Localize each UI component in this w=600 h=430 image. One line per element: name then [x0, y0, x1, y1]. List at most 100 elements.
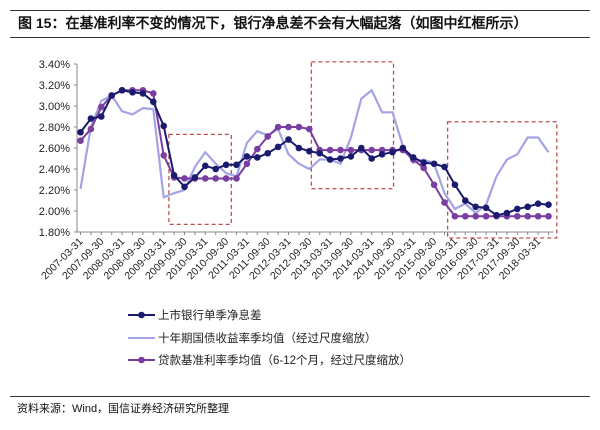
data-point-loan	[514, 212, 521, 220]
data-point-nim	[77, 128, 84, 136]
data-point-nim	[233, 161, 240, 169]
data-point-loan	[482, 212, 490, 220]
data-point-loan	[451, 212, 459, 220]
data-point-nim	[410, 154, 417, 161]
data-point-loan	[181, 175, 188, 182]
data-point-nim	[212, 165, 219, 173]
data-point-loan	[233, 175, 240, 182]
y-tick-label: 1.80%	[39, 227, 70, 239]
data-point-nim	[274, 143, 282, 151]
data-point-nim	[129, 89, 136, 96]
data-point-nim	[472, 203, 480, 211]
data-point-nim	[420, 159, 428, 166]
data-point-nim	[170, 172, 178, 179]
figure-title: 图 15：在基准利率不变的情况下，银行净息差不会有大幅起落（如图中红框所示）	[18, 15, 528, 31]
data-point-nim	[337, 155, 344, 162]
data-point-nim	[150, 98, 157, 106]
data-point-loan	[545, 212, 552, 220]
data-point-nim	[202, 162, 209, 170]
source-note: 资料来源：Wind，国信证券经济研究所整理	[17, 403, 230, 415]
data-point-nim	[253, 154, 261, 161]
data-point-nim	[514, 205, 521, 213]
data-point-nim	[98, 113, 105, 120]
data-point-loan	[160, 152, 167, 159]
data-point-nim	[326, 156, 334, 163]
data-point-loan	[420, 164, 428, 172]
data-point-loan	[98, 103, 105, 111]
series-line-loan	[79, 89, 549, 218]
data-point-loan	[472, 212, 480, 220]
data-point-nim	[534, 200, 542, 207]
data-point-loan	[212, 175, 219, 182]
data-point-nim	[503, 209, 511, 217]
data-point-nim	[399, 144, 407, 152]
data-point-loan	[430, 181, 438, 189]
series-bond	[79, 88, 550, 215]
data-point-loan	[295, 123, 303, 131]
data-point-nim	[358, 144, 365, 152]
data-point-nim	[347, 153, 355, 160]
data-point-nim	[181, 183, 188, 191]
title-rule	[10, 37, 590, 38]
source-rule	[10, 396, 590, 397]
line-chart: 1.80% 2.00% 2.20% 2.40% 2.60% 2.80% 3.00% 3.20%…	[39, 59, 558, 367]
data-point-loan	[368, 146, 376, 154]
data-point-loan	[326, 146, 334, 154]
highlight-box	[446, 121, 558, 239]
series-nim	[77, 86, 552, 219]
data-point-nim	[160, 122, 167, 130]
data-point-nim	[87, 115, 95, 122]
data-point-nim	[316, 149, 324, 157]
data-point-loan	[306, 125, 313, 133]
data-point-nim	[191, 174, 199, 181]
legend-marker	[138, 356, 145, 364]
series-loan	[77, 86, 552, 220]
data-point-loan	[347, 146, 355, 154]
legend-label: 上市银行单季净息差	[158, 308, 262, 322]
y-tick-label: 3.40%	[39, 59, 70, 71]
legend-marker	[138, 311, 145, 319]
y-tick-label: 3.20%	[39, 80, 70, 92]
series-line-bond	[79, 88, 550, 215]
data-point-loan	[441, 199, 448, 206]
data-point-loan	[253, 145, 261, 153]
y-tick-label: 2.40%	[39, 164, 70, 176]
y-tick-label: 2.20%	[39, 185, 70, 197]
data-point-loan	[524, 212, 531, 220]
data-point-loan	[243, 160, 251, 168]
data-point-nim	[285, 136, 292, 143]
data-point-loan	[534, 212, 542, 220]
data-point-loan	[285, 123, 292, 131]
y-tick-label: 2.80%	[39, 122, 70, 134]
data-point-nim	[243, 153, 251, 160]
data-point-nim	[295, 144, 303, 152]
data-point-loan	[202, 175, 209, 182]
data-point-nim	[108, 92, 115, 99]
data-point-nim	[368, 155, 376, 162]
data-point-nim	[524, 203, 531, 211]
data-point-loan	[222, 175, 230, 182]
legend-label: 贷款基准利率季均值（6-12个月，经过尺度缩放）	[158, 353, 411, 367]
data-point-nim	[545, 201, 552, 208]
data-point-nim	[493, 211, 500, 219]
y-tick-label: 2.60%	[39, 143, 70, 155]
data-point-nim	[306, 147, 313, 155]
data-point-nim	[441, 163, 448, 171]
legend-item-bond: 十年期国债收益率季均值（经过尺度缩放）	[128, 331, 377, 345]
data-point-loan	[337, 146, 344, 154]
data-point-nim	[451, 181, 459, 189]
top-rule	[10, 10, 590, 11]
legend-label: 十年期国债收益率季均值（经过尺度缩放）	[158, 331, 377, 345]
data-point-loan	[87, 125, 95, 133]
data-point-nim	[118, 86, 126, 94]
data-point-nim	[482, 204, 490, 212]
series-line-nim	[79, 89, 549, 217]
legend-item-nim: 上市银行单季净息差	[128, 308, 262, 322]
data-point-loan	[274, 123, 282, 131]
highlight-box	[310, 61, 395, 190]
legend-item-loan: 贷款基准利率季均值（6-12个月，经过尺度缩放）	[128, 353, 411, 367]
data-point-loan	[462, 212, 469, 220]
data-point-nim	[430, 160, 438, 168]
data-point-loan	[150, 90, 157, 97]
data-point-nim	[389, 148, 396, 156]
